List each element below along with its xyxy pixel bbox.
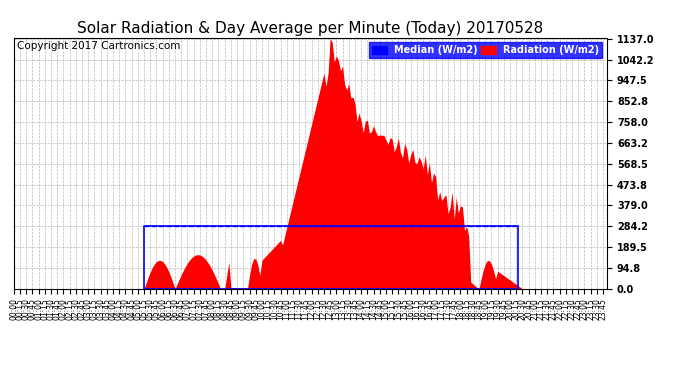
Bar xyxy=(144,226,518,289)
Text: Copyright 2017 Cartronics.com: Copyright 2017 Cartronics.com xyxy=(17,41,180,51)
Legend: Median (W/m2), Radiation (W/m2): Median (W/m2), Radiation (W/m2) xyxy=(369,42,602,58)
Title: Solar Radiation & Day Average per Minute (Today) 20170528: Solar Radiation & Day Average per Minute… xyxy=(77,21,544,36)
